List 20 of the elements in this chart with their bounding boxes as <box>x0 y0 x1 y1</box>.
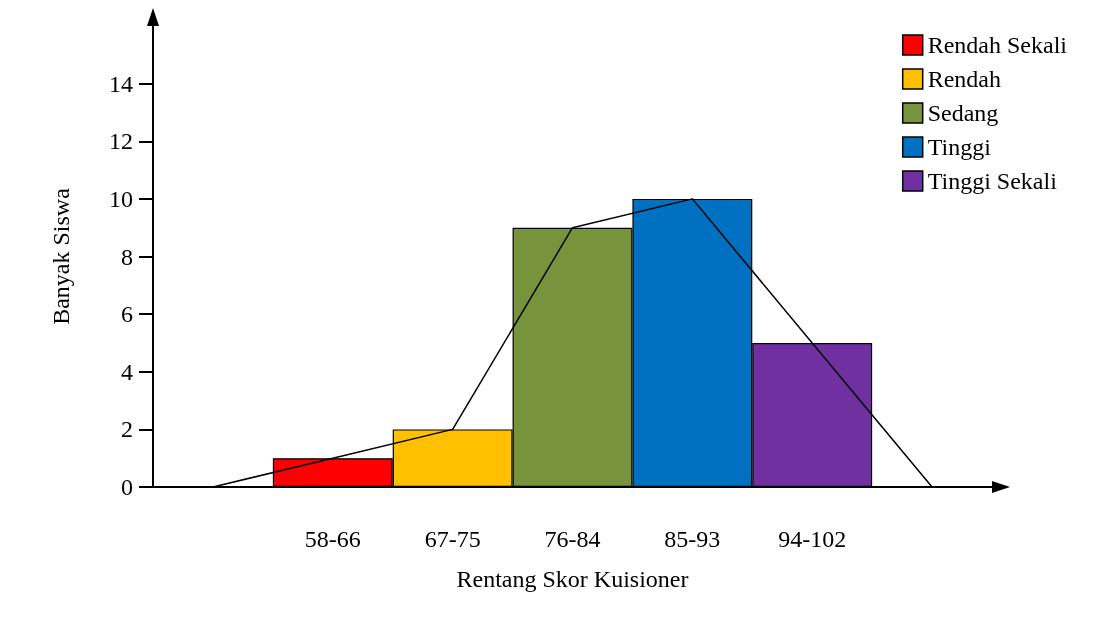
y-tick-label: 0 <box>121 474 133 500</box>
legend-label: Tinggi Sekali <box>927 168 1058 194</box>
legend-label: Rendah Sekali <box>927 32 1068 58</box>
y-tick-label: 8 <box>121 243 133 270</box>
x-tick-label: 58-66 <box>304 526 361 552</box>
y-tick-label: 14 <box>109 70 133 97</box>
x-tick-label: 67-75 <box>424 526 481 552</box>
legend-label: Rendah <box>927 66 1002 92</box>
y-tick-label: 12 <box>109 128 133 155</box>
y-tick-label: 6 <box>121 301 133 328</box>
x-tick-label: 76-84 <box>544 526 601 552</box>
legend-label: Tinggi <box>927 134 992 160</box>
legend-label: Sedang <box>927 100 999 126</box>
x-axis-title: Rentang Skor Kuisioner <box>456 566 689 592</box>
y-axis-title: Banyak Siswa <box>48 187 74 325</box>
x-tick-label: 85-93 <box>664 526 721 552</box>
y-tick-label: 4 <box>121 358 133 385</box>
y-tick-label: 10 <box>109 185 133 212</box>
y-tick-label: 2 <box>121 416 133 443</box>
x-tick-label: 94-102 <box>778 526 847 552</box>
